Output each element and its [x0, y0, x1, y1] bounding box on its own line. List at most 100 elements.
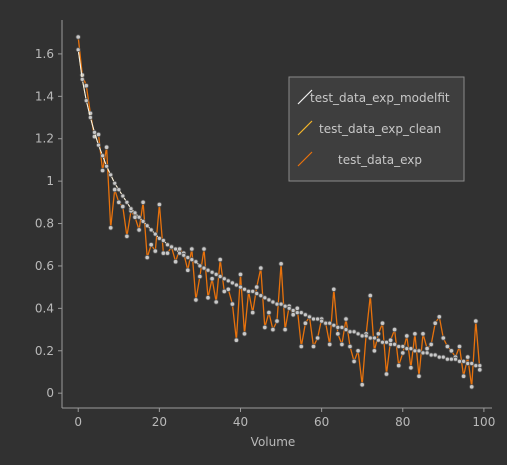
data-point	[432, 320, 438, 326]
data-point	[185, 267, 191, 273]
data-point	[120, 204, 126, 210]
data-point	[258, 265, 264, 271]
legend-entry-modelfit: test_data_exp_modelfit	[297, 89, 450, 105]
data-point	[294, 305, 300, 311]
data-point	[400, 350, 406, 356]
data-point	[164, 250, 171, 256]
legend-entry-clean: test_data_exp_clean	[297, 120, 441, 136]
legend-swatch-clean	[297, 120, 313, 136]
data-point	[140, 199, 146, 205]
data-point	[225, 278, 231, 284]
data-point	[302, 312, 308, 318]
data-point	[363, 333, 369, 339]
y-tick-label: 0	[46, 386, 54, 400]
data-point	[311, 316, 316, 322]
data-point	[347, 343, 353, 350]
data-point	[92, 129, 97, 135]
data-point	[250, 309, 256, 316]
data-point	[205, 267, 211, 273]
data-point	[465, 361, 471, 366]
y-tick-label: 1.4	[35, 89, 54, 103]
x-axis: Volume	[62, 407, 492, 449]
data-point	[132, 214, 138, 220]
data-point	[444, 356, 450, 362]
data-point	[233, 337, 239, 343]
data-point	[416, 348, 422, 354]
data-point	[266, 309, 272, 316]
data-point	[104, 144, 110, 150]
data-point	[408, 365, 414, 371]
data-point	[347, 329, 353, 335]
data-point	[152, 231, 158, 237]
data-point	[294, 310, 300, 316]
data-point	[217, 274, 223, 279]
data-point	[391, 326, 398, 333]
data-point	[282, 303, 288, 309]
data-point	[282, 326, 288, 333]
data-point	[132, 210, 138, 216]
data-point	[396, 344, 402, 349]
data-point	[473, 363, 479, 369]
data-point	[266, 297, 272, 303]
data-point	[448, 348, 454, 354]
data-point	[201, 265, 207, 271]
legend-entry-data: test_data_exp	[297, 151, 422, 167]
data-point	[148, 242, 154, 248]
data-point	[477, 367, 483, 373]
data-point	[116, 187, 122, 193]
data-point	[290, 308, 296, 313]
legend-label-clean: test_data_exp_clean	[319, 122, 441, 136]
data-point	[156, 235, 162, 241]
data-point	[205, 295, 211, 301]
data-point	[379, 320, 386, 326]
data-point	[75, 34, 81, 40]
data-point	[460, 373, 467, 379]
data-point	[95, 131, 102, 138]
data-point	[412, 348, 418, 354]
data-point	[189, 257, 195, 263]
x-axis-title: Volume	[251, 435, 296, 449]
x-tick-label: 60	[314, 415, 329, 429]
data-point	[193, 297, 199, 303]
data-point	[314, 335, 321, 341]
data-point	[396, 362, 402, 369]
data-point	[241, 331, 248, 337]
data-point	[108, 225, 114, 231]
y-tick-label: 1	[46, 174, 54, 188]
data-point	[307, 314, 312, 320]
legend-swatch-data	[297, 151, 313, 167]
data-point	[400, 344, 406, 349]
data-point	[388, 341, 394, 347]
data-point	[128, 206, 134, 212]
data-point	[185, 255, 191, 260]
data-point	[213, 271, 219, 277]
data-point	[436, 314, 442, 320]
data-point	[384, 339, 389, 345]
data-point	[327, 320, 333, 326]
data-point	[367, 292, 373, 299]
data-point	[453, 356, 458, 362]
data-point	[375, 337, 381, 343]
data-point	[181, 252, 187, 258]
data-point	[440, 354, 446, 360]
data-point	[355, 348, 361, 354]
data-point	[457, 358, 462, 364]
data-point	[420, 350, 426, 356]
data-point	[197, 273, 203, 280]
data-point	[165, 242, 170, 248]
legend-swatch-modelfit	[297, 89, 313, 105]
data-point	[254, 284, 260, 290]
data-point	[229, 301, 235, 307]
data-point	[225, 286, 231, 292]
data-point	[144, 223, 150, 229]
x-tick-label: 100	[472, 415, 495, 429]
data-point	[100, 167, 106, 174]
data-point	[355, 331, 361, 337]
y-tick-label: 0.4	[35, 301, 54, 315]
data-point	[315, 316, 321, 322]
data-point	[331, 286, 337, 292]
data-point	[262, 295, 268, 301]
data-point	[238, 284, 243, 290]
data-point	[124, 233, 130, 239]
